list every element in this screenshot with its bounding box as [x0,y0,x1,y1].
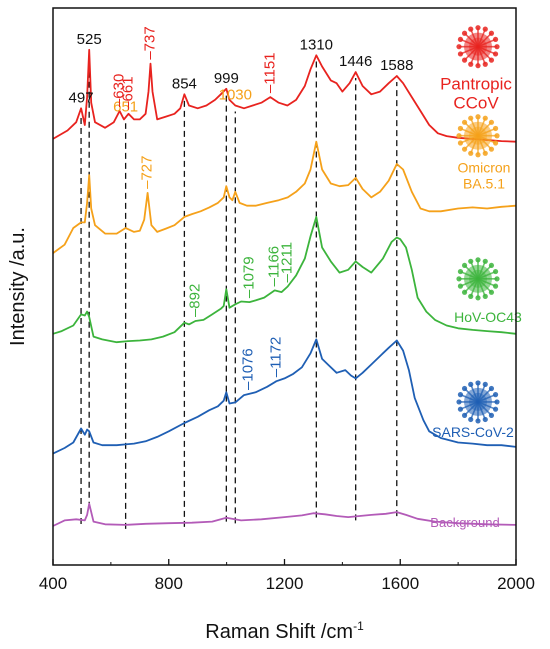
virus-icon-sars-cov-2 [456,380,500,424]
series-label-pantropic-ccov: Pantropic CCoV [440,75,512,113]
x-axis-title: Raman Shift /cm-1 [205,619,364,643]
spectra-series [52,48,517,527]
guide-label-1030: 1030 [219,86,252,103]
peak-guide-lines [80,55,398,529]
x-tick-label-800: 800 [155,574,183,593]
guide-label-999: 999 [214,70,239,87]
guide-label-854: 854 [172,75,197,92]
x-tick-label-400: 400 [39,574,67,593]
series-line-sars-cov-2 [52,338,517,455]
x-axis-title-superscript: -1 [353,619,364,633]
x-tick-label-1200: 1200 [266,574,304,593]
x-tick-label-1600: 1600 [381,574,419,593]
series-line-omicron-ba-5-1 [52,140,517,254]
guide-label-1588: 1588 [380,57,413,74]
guide-label-1446: 1446 [339,53,372,70]
series-label-hov-oc43: HoV-OC43 [454,309,522,325]
series-label-omicron-ba-5-1: Omicron BA.5.1 [458,160,511,192]
peak-label-737: –737 [141,26,158,59]
guide-label-651: 651 [113,98,138,115]
guide-label-525: 525 [77,31,102,48]
virus-icons [456,25,500,424]
peak-label-1211: –1211 [279,242,296,283]
series-labels: Pantropic CCoV Omicron BA.5.1 HoV-OC43 SARS-C… [430,75,522,530]
peak-label-1151: –1151 [261,52,278,93]
peak-label-1172: –1172 [267,337,284,378]
series-line-hov-oc43 [52,216,517,344]
guide-label-497: 497 [69,89,94,106]
peak-label-661: –661 [119,76,136,109]
virus-icon-omicron-ba-5-1 [456,114,500,158]
x-axis-title-main: Raman Shift /cm [205,621,353,643]
y-axis-title: Intensity /a.u. [7,227,29,346]
x-tick-label-2000: 2000 [497,574,535,593]
x-axis-ticks: 400 800 1200 1600 2000 [39,559,535,593]
series-label-sars-cov-2: SARS-CoV-2 [432,424,514,440]
peak-label-892: –892 [186,284,203,317]
series-label-background: Background [430,515,499,530]
series-line-pantropic-ccov [52,48,517,143]
peak-label-630: –630 [111,74,128,107]
guide-label-1310: 1310 [300,36,333,53]
series-line-background [52,502,517,527]
peak-label-1076: –1076 [240,348,257,390]
peak-label-1166: –1166 [266,246,283,287]
virus-icon-hov-oc43 [456,257,500,301]
virus-icon-pantropic-ccov [456,25,500,69]
peak-label-727: –727 [139,155,156,188]
peak-label-1079: –1079 [240,256,257,298]
